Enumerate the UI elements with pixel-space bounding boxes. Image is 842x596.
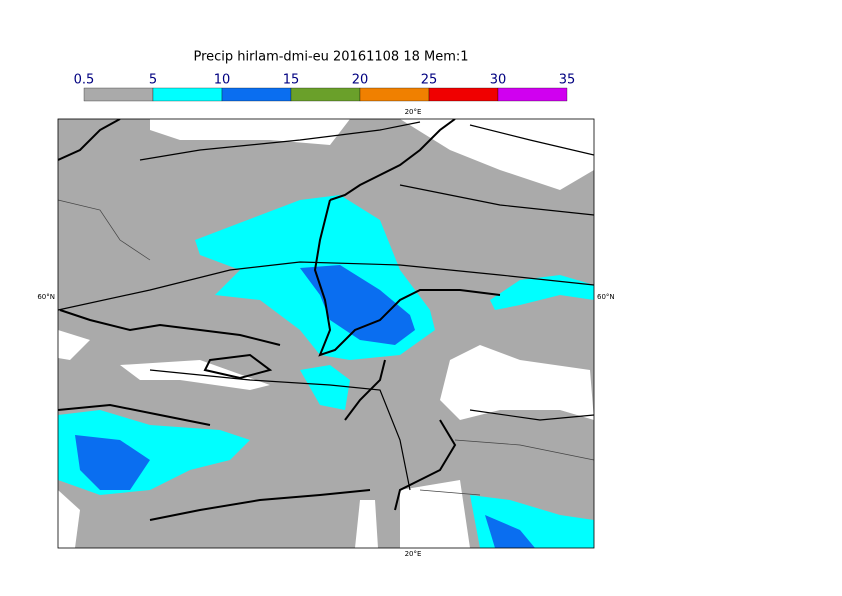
precip-area [300, 365, 350, 410]
precip-area [75, 435, 150, 490]
colorbar-segment [83, 87, 154, 102]
colorbar-segment [221, 87, 292, 102]
colorbar-segment [290, 87, 361, 102]
colorbar-label: 25 [421, 73, 438, 88]
lat-label: 60°N [37, 293, 55, 301]
precip-area [490, 275, 594, 310]
colorbar: 0.5 5 10 15 20 25 30 35 [74, 73, 576, 102]
colorbar-segment [152, 87, 223, 102]
precip-area [485, 515, 535, 548]
colorbar-label: 15 [283, 73, 300, 88]
colorbar-label: 5 [149, 73, 157, 88]
colorbar-segment [497, 87, 568, 102]
colorbar-label: 30 [490, 73, 507, 88]
colorbar-segment [428, 87, 499, 102]
precip-area [300, 265, 415, 345]
map-frame [57, 118, 595, 549]
title: Precip hirlam-dmi-eu 20161108 18 Mem:1 [193, 50, 468, 65]
colorbar-label: 10 [214, 73, 231, 88]
lon-label: 20°E [405, 550, 422, 558]
dry-areas [58, 119, 594, 548]
coastlines [58, 119, 594, 521]
colorbar-label: 0.5 [74, 73, 95, 88]
colorbar-label: 35 [559, 73, 576, 88]
colorbar-label: 20 [352, 73, 369, 88]
colorbar-segment [359, 87, 430, 102]
lat-label: 60°N [597, 293, 615, 301]
lon-label: 20°E [405, 108, 422, 116]
map: 20°E 20°E 60°N 60°N [37, 108, 614, 558]
